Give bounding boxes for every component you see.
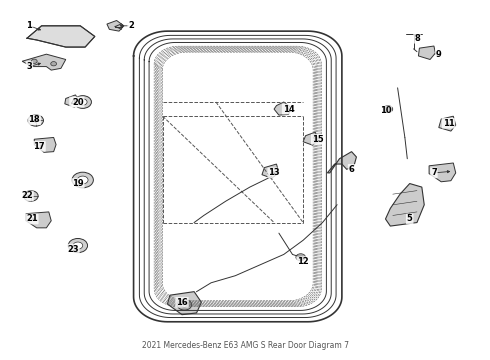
Text: 3: 3 [26,62,32,71]
Text: 21: 21 [26,215,38,224]
Circle shape [78,99,87,105]
Text: 16: 16 [176,298,188,307]
Text: 18: 18 [28,115,40,124]
Circle shape [31,59,37,63]
Text: 14: 14 [283,105,294,114]
Text: 15: 15 [312,135,323,144]
Polygon shape [303,132,318,145]
Text: 19: 19 [72,179,84,188]
Polygon shape [22,54,66,70]
Polygon shape [26,212,51,228]
Text: 22: 22 [21,192,33,201]
Polygon shape [65,95,80,107]
Circle shape [68,238,88,253]
Polygon shape [274,102,291,115]
Text: 2021 Mercedes-Benz E63 AMG S Rear Door Diagram 7: 2021 Mercedes-Benz E63 AMG S Rear Door D… [142,341,348,350]
Polygon shape [107,21,124,31]
Polygon shape [27,26,95,47]
Text: 10: 10 [380,107,392,116]
Circle shape [72,172,94,188]
Circle shape [383,105,393,113]
Text: 8: 8 [414,34,420,43]
Circle shape [296,254,306,261]
Text: 11: 11 [442,119,454,128]
Polygon shape [168,292,201,315]
Polygon shape [439,116,456,131]
Text: 20: 20 [72,98,84,107]
Text: 13: 13 [268,168,280,177]
Text: 6: 6 [349,165,355,174]
Polygon shape [327,152,356,173]
Text: 1: 1 [26,21,32,30]
Polygon shape [386,184,424,226]
Circle shape [177,300,192,310]
Polygon shape [418,46,436,59]
Circle shape [74,96,92,108]
Circle shape [28,115,44,126]
Text: 9: 9 [436,50,441,59]
Text: 12: 12 [297,257,309,266]
Text: 17: 17 [33,142,45,151]
Text: 23: 23 [67,244,79,253]
Text: 7: 7 [431,168,437,177]
Circle shape [77,176,88,184]
Circle shape [51,62,56,66]
Text: 5: 5 [407,215,413,224]
Polygon shape [262,164,279,178]
Polygon shape [429,163,456,182]
Circle shape [73,242,83,249]
Text: 2: 2 [128,21,134,30]
Text: 4: 4 [70,98,76,107]
Circle shape [24,191,38,201]
Circle shape [181,302,188,307]
Polygon shape [34,138,56,152]
